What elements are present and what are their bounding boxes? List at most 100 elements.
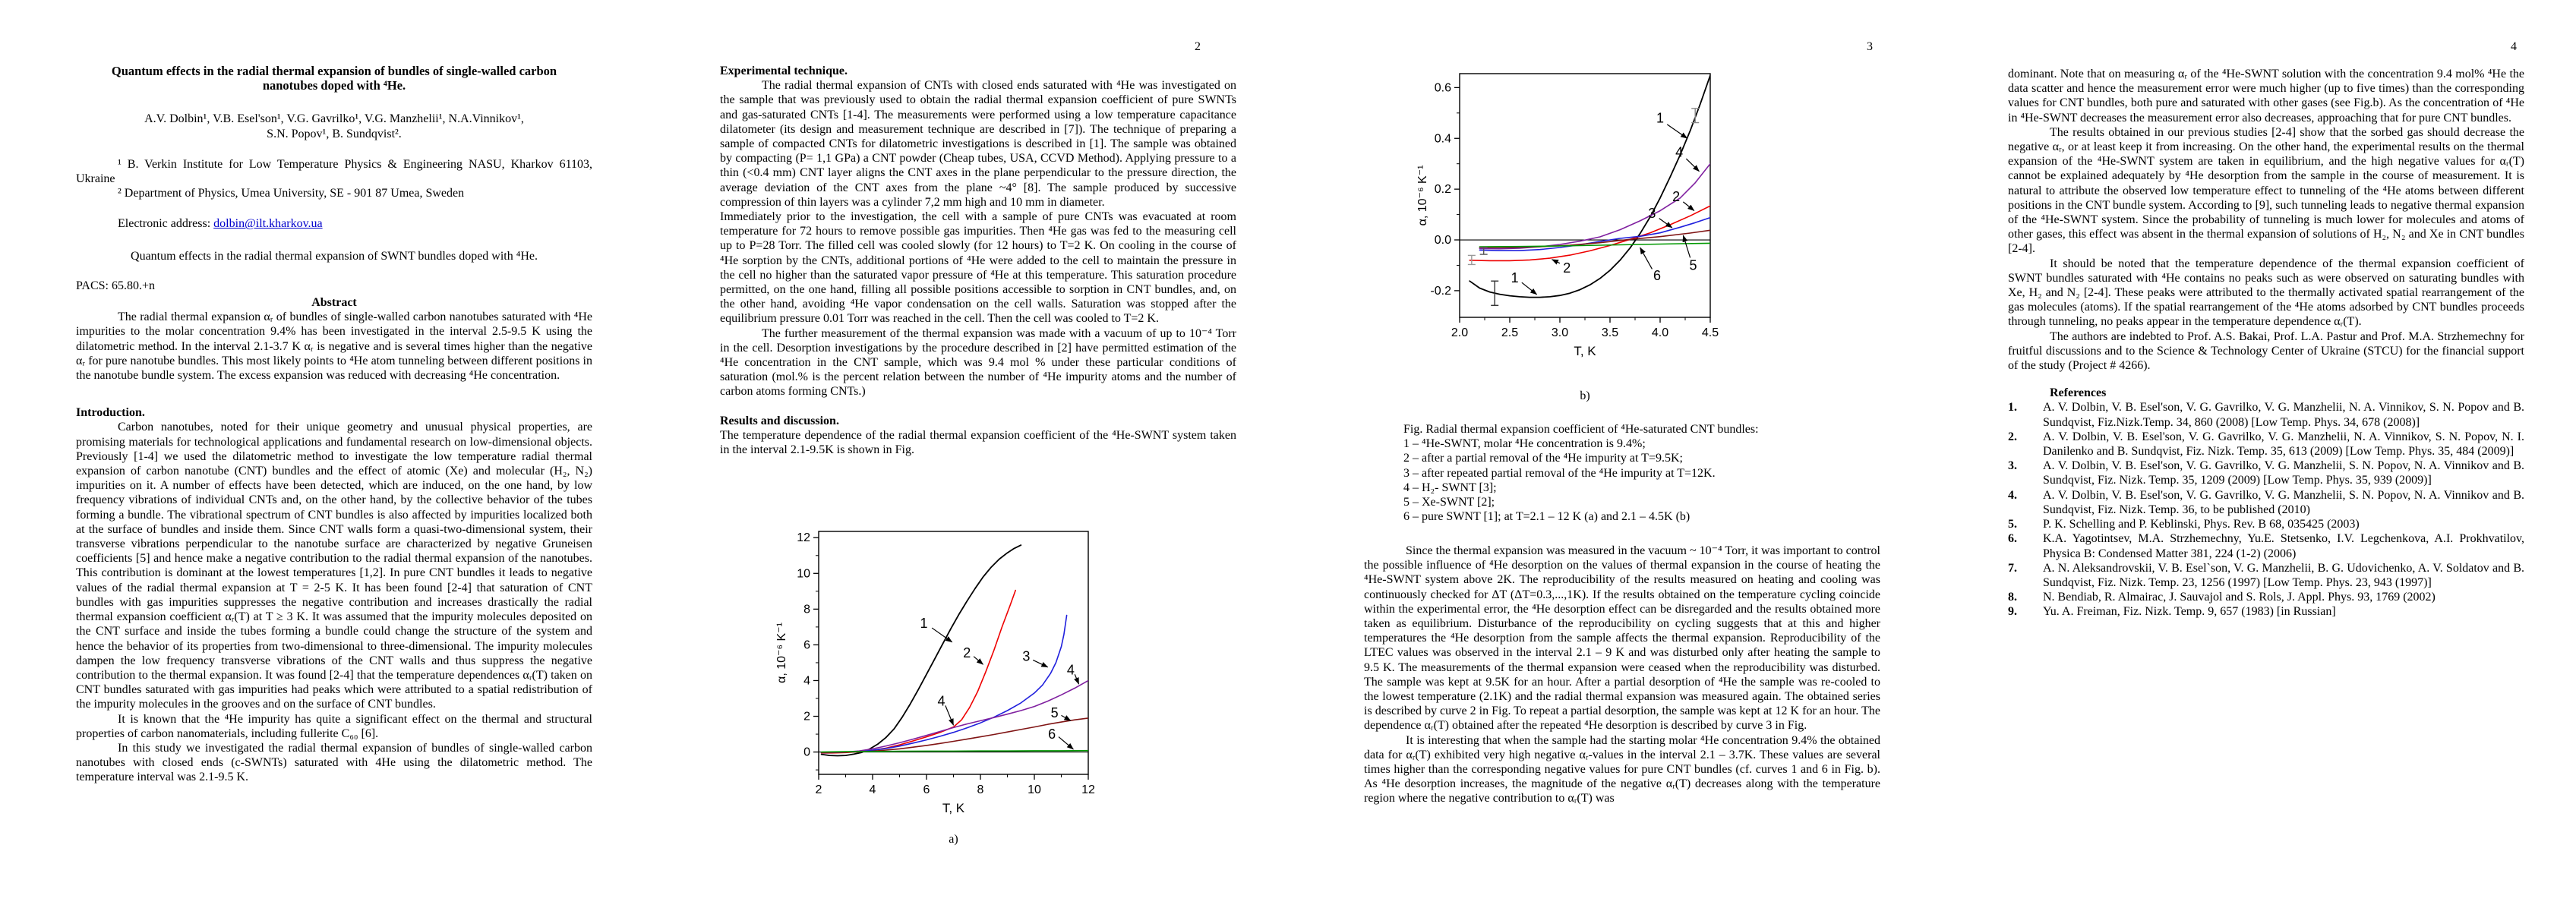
affiliation-2: ² Department of Physics, Umea University… [118,187,465,200]
caption-line-3: 2 – after a partial removal of the ⁴He i… [1403,452,1683,465]
svg-text:2: 2 [803,711,810,723]
page-4-number: 4 [2511,40,2517,53]
svg-text:1: 1 [920,616,927,631]
reference-item: 6. K.A. Yagotintsev, M.A. Strzhemechny, Y… [2008,531,2524,560]
reference-number: 1. [2008,401,2017,415]
svg-text:3.0: 3.0 [1552,326,1568,339]
reference-text: K.A. Yagotintsev, M.A. Strzhemechny, Yu.… [2043,532,2524,560]
svg-text:6: 6 [803,638,810,651]
reference-item: 5. P. K. Schelling and P. Keblinski, Phys… [2008,517,2524,531]
acknowledgements: The authors are indebted to Prof. A.S. B… [2008,329,2524,373]
reference-item: 3. A. V. Dolbin, V. B. Esel'son, V. G. Ga… [2008,459,2524,487]
caption-line-6: 5 – Xe-SWNT [2]; [1403,496,1495,509]
page-2-column: Experimental technique. The radial therm… [720,64,1236,457]
svg-text:2: 2 [1672,189,1680,204]
reference-number: 8. [2008,591,2017,604]
svg-text:10: 10 [797,567,810,580]
reference-text: P. K. Schelling and P. Keblinski, Phys. … [2043,518,2360,531]
svg-text:8: 8 [977,783,984,796]
svg-text:3.5: 3.5 [1602,326,1618,339]
figure-b-chart: 2.0 2.5 3.0 3.5 4.0 4.5 -0.2 0.0 0.2 0.4 0.6 1 4 2 3 5 6… [1414,65,1733,365]
svg-text:4: 4 [1675,145,1683,160]
affiliations: ¹ B. Verkin Institute for Low Temperatur… [76,157,592,201]
reference-text: A. V. Dolbin, V. B. Esel'son, V. G. Gavr… [2043,401,2524,429]
caption-line-1: Fig. Radial thermal expansion coefficien… [1403,423,1759,436]
svg-text:6: 6 [1653,268,1661,283]
reference-number: 5. [2008,518,2017,531]
svg-text:0.6: 0.6 [1435,81,1451,94]
reference-number: 6. [2008,532,2017,546]
page-4-column: dominant. Note that on measuring αᵣ of t… [2008,67,2524,619]
page-3-number: 3 [1867,40,1873,53]
caption-line-2: 1 – ⁴He-SWNT, molar ⁴He concentration is… [1403,437,1646,451]
discussion-paragraph-1: Since the thermal expansion was measured… [1364,544,1880,733]
svg-text:1: 1 [1656,111,1664,126]
spacer [720,399,1236,414]
svg-text:6: 6 [923,783,930,796]
reference-item: 7. A. N. Aleksandrovskii, V. B. Esel`son,… [2008,561,2524,590]
svg-text:4: 4 [870,783,876,796]
reference-item: 8. N. Bendiab, R. Almairac, J. Sauvajol a… [2008,590,2524,604]
reference-text: A. V. Dolbin, V. B. Esel'son, V. G. Gavr… [2043,488,2524,516]
references-heading: References [2050,386,2107,400]
svg-text:3: 3 [1648,206,1656,221]
svg-text:2: 2 [1563,260,1571,276]
discussion-paragraph-4: The results obtained in our previous stu… [2008,125,2524,256]
intro-paragraph-3: In this study we investigated the radial… [76,741,592,784]
svg-text:4: 4 [803,674,810,687]
svg-text:2.5: 2.5 [1501,326,1518,339]
experimental-paragraph-1: The radial thermal expansion of CNTs wit… [720,79,1236,209]
svg-text:4: 4 [1067,662,1075,677]
email-link[interactable]: dolbin@ilt.kharkov.ua [213,217,323,231]
caption-line-4: 3 – after repeated partial removal of th… [1403,466,1716,480]
experimental-paragraph-2: Immediately prior to the investigation, … [720,210,1236,326]
reference-item: 1. A. V. Dolbin, V. B. Esel'son, V. G. Ga… [2008,400,2524,429]
reference-number: 2. [2008,430,2017,443]
results-heading: Results and discussion. [720,414,839,427]
discussion-paragraph-3: dominant. Note that on measuring αᵣ of t… [2008,68,2524,125]
svg-text:2: 2 [816,783,822,796]
svg-text:T, K: T, K [942,801,965,815]
reference-number: 3. [2008,459,2017,473]
abstract-text: The radial thermal expansion αᵣ of bundl… [76,310,592,383]
svg-text:3: 3 [1022,649,1030,664]
svg-text:2.0: 2.0 [1451,326,1468,339]
page-1: Quantum effects in the radial thermal ex… [0,0,644,911]
authors-line-2: S.N. Popov¹, B. Sundqvist². [267,127,402,140]
figure-a-sublabel: a) [949,833,958,846]
svg-text:1: 1 [1511,270,1519,285]
page-2: 2 Experimental technique. The radial the… [644,0,1288,911]
authors-line-1: A.V. Dolbin¹, V.B. Esel'son¹, V.G. Gavri… [144,112,524,126]
svg-text:α, 10⁻⁶ K⁻¹: α, 10⁻⁶ K⁻¹ [1416,165,1429,226]
experimental-heading: Experimental technique. [720,65,848,77]
running-title: Quantum effects in the radial thermal ex… [131,249,538,263]
reference-text: A. V. Dolbin, V. B. Esel'son, V. G. Gavr… [2043,459,2524,487]
svg-text:12: 12 [797,531,810,544]
email-line: Electronic address: dolbin@ilt.kharkov.u… [76,216,592,231]
page-2-number: 2 [1195,40,1201,53]
svg-text:4.5: 4.5 [1702,326,1719,339]
reference-text: A. N. Aleksandrovskii, V. B. Esel`son, V… [2043,561,2524,589]
reference-number: 9. [2008,605,2017,619]
svg-text:4: 4 [938,694,945,709]
reference-text: N. Bendiab, R. Almairac, J. Sauvajol and… [2043,591,2436,604]
svg-text:0.0: 0.0 [1435,234,1451,247]
svg-text:10: 10 [1028,783,1041,796]
reference-item: 2. A. V. Dolbin, V. B. Esel'son, V. G. Ga… [2008,430,2524,459]
intro-paragraph-1: Carbon nanotubes, noted for their unique… [76,421,592,711]
page-1-column: Quantum effects in the radial thermal ex… [76,64,592,785]
svg-text:5: 5 [1051,705,1059,720]
experimental-paragraph-3: The further measurement of the thermal e… [720,326,1236,399]
page-3-column: Since the thermal expansion was measured… [1364,544,1880,806]
reference-item: 4. A. V. Dolbin, V. B. Esel'son, V. G. Ga… [2008,488,2524,517]
caption-line-7: 6 – pure SWNT [1]; at T=2.1 – 12 K (a) a… [1403,510,1690,524]
svg-text:T, K: T, K [1574,344,1596,358]
page-4: 4 dominant. Note that on measuring αᵣ of… [1932,0,2576,911]
svg-text:0.4: 0.4 [1435,132,1451,145]
svg-text:α, 10⁻⁶ K⁻¹: α, 10⁻⁶ K⁻¹ [775,623,788,683]
abstract-heading: Abstract [311,296,357,310]
authors: A.V. Dolbin¹, V.B. Esel'son¹, V.G. Gavri… [76,112,592,140]
page-3: 3 2.0 2.5 3.0 3.5 4.0 4.5 -0.2 0.0 0.2 0.4 0.6 1 4 2 3… [1288,0,1932,911]
paper-title-line-1: Quantum effects in the radial thermal ex… [111,64,557,78]
